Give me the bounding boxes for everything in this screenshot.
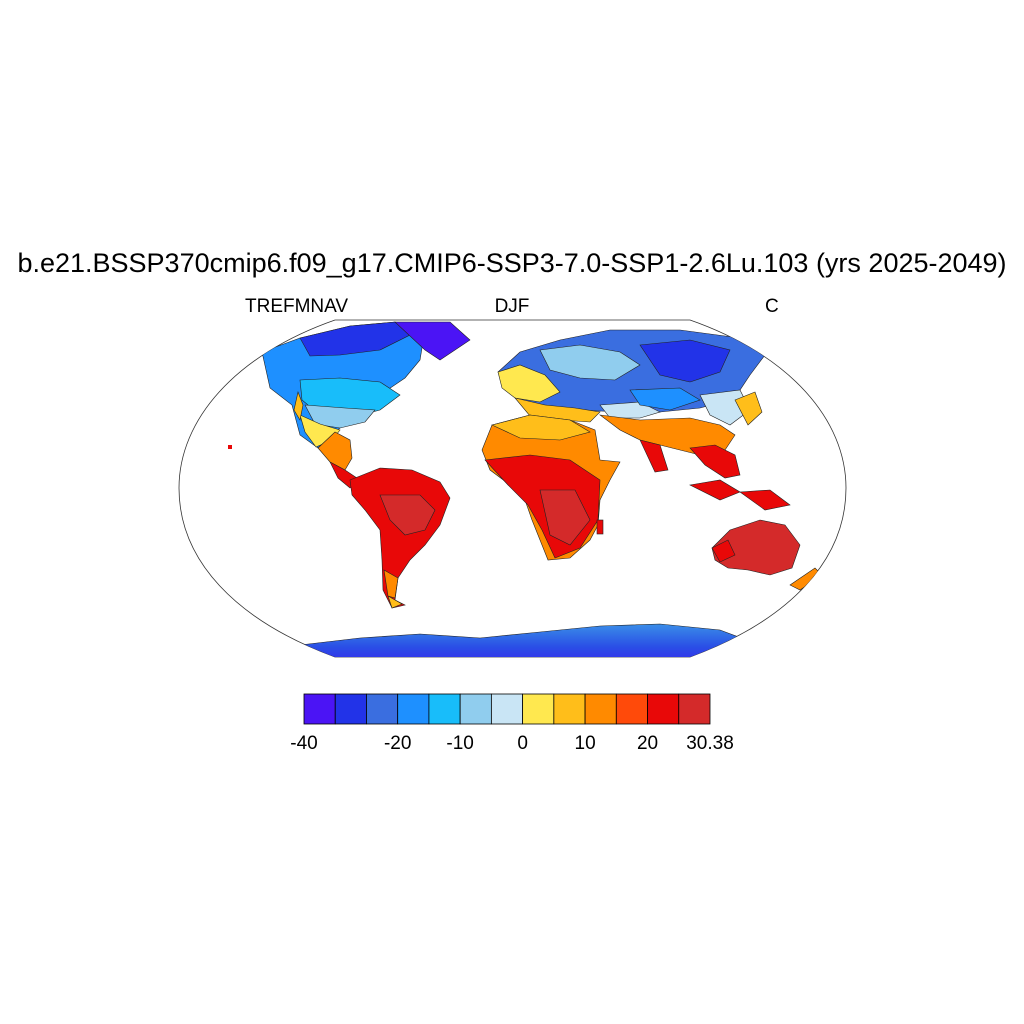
colorbar-tick-label: 10 [575, 733, 596, 754]
hawaii [228, 445, 232, 449]
colorbar-cell [522, 693, 555, 725]
colorbar-cell [428, 693, 461, 725]
colorbar-cell [553, 693, 586, 725]
colorbar-cell [678, 693, 711, 725]
eurasia [497, 329, 766, 479]
variable-label: TREFMNAV [245, 296, 349, 317]
colorbar-cell [366, 693, 399, 725]
colorbar-cell [615, 693, 648, 725]
colorbar-cell [303, 693, 336, 725]
colorbar-tick-label: -10 [446, 733, 473, 754]
australia [711, 519, 823, 591]
season-label: DJF [494, 296, 530, 317]
africa [481, 414, 621, 561]
colorbar-cell [334, 693, 367, 725]
colorbar-tick-label: 20 [637, 733, 658, 754]
colorbar-tick-label: -40 [290, 733, 317, 754]
colorbar-cell [459, 693, 492, 725]
colorbar-cell [397, 693, 430, 725]
antarctica [299, 623, 761, 657]
north-america [261, 321, 471, 489]
colorbar-tick-label: -20 [384, 733, 411, 754]
units-label: C [765, 296, 779, 317]
colorbar-tick-label: 30.38 [686, 733, 734, 754]
maritime-asia [689, 479, 791, 511]
madagascar [596, 519, 604, 535]
colorbar-cell [584, 693, 617, 725]
colorbar-cell [647, 693, 680, 725]
colorbar-tick-label: 0 [517, 733, 528, 754]
colorbar-cell [490, 693, 524, 725]
south-america [349, 467, 451, 609]
figure-title: b.e21.BSSP370cmip6.f09_g17.CMIP6-SSP3-7.… [17, 248, 1007, 278]
